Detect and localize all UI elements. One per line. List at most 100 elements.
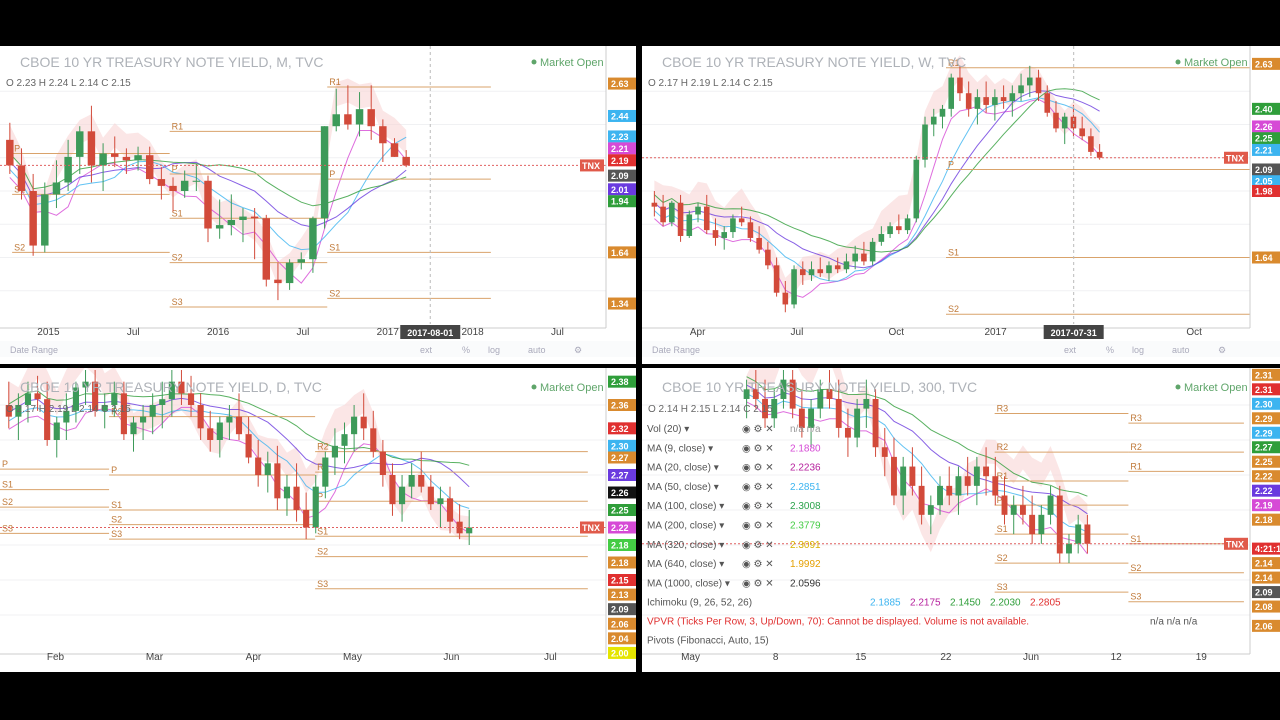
chart-panel-monthly[interactable]: R1R1PPPS1S1S1S2S2S2S32.632.442.232.212.1… <box>0 46 636 364</box>
indicator-label[interactable]: MA (100, close) ▾ <box>647 501 724 512</box>
candle-body <box>437 498 444 505</box>
date-range-button[interactable]: Date Range <box>10 345 58 355</box>
candle-body <box>169 185 177 191</box>
indicator-controls-icon[interactable]: ◉ ⚙ ✕ <box>742 443 774 454</box>
price-tag-label: 2.44 <box>611 111 629 121</box>
candle-body <box>456 521 463 534</box>
candle-body <box>789 379 796 409</box>
candle-body <box>1084 524 1091 544</box>
indicator-controls-icon[interactable]: ◉ ⚙ ✕ <box>742 578 774 589</box>
candle-body <box>1000 97 1007 102</box>
candle-body <box>309 218 317 260</box>
candle-body <box>939 108 946 117</box>
ichimoku-value: 2.2805 <box>1030 598 1061 609</box>
candle-body <box>207 428 214 440</box>
auto-button[interactable]: auto <box>528 345 546 355</box>
candle-body <box>782 292 789 305</box>
indicator-value: 2.2236 <box>790 463 821 474</box>
pivot-label: S2 <box>111 515 122 525</box>
candle-body <box>1038 514 1045 535</box>
percent-button[interactable]: % <box>1106 345 1114 355</box>
indicator-controls-icon[interactable]: ◉ ⚙ ✕ <box>742 540 774 551</box>
indicator-label[interactable]: Vol (20) ▾ <box>647 424 689 435</box>
ichimoku-label[interactable]: Ichimoku (9, 26, 52, 26) <box>647 598 752 609</box>
ohlc-values: O 2.17 H 2.19 L 2.14 C 2.15 <box>6 404 131 415</box>
x-tick-label: Mar <box>146 652 164 663</box>
moving-average-line <box>654 98 1100 298</box>
price-tag <box>1252 571 1280 584</box>
x-tick-label: 22 <box>940 652 952 663</box>
settings-icon[interactable]: ⚙ <box>574 345 582 355</box>
candle-body <box>1010 505 1017 515</box>
log-button[interactable]: log <box>1132 345 1144 355</box>
candle-body <box>992 476 999 496</box>
x-tick-label: Jul <box>551 327 564 338</box>
price-tag-label: 2.63 <box>611 79 629 89</box>
price-tag-label: 2.38 <box>611 377 629 387</box>
indicator-controls-icon[interactable]: ◉ ⚙ ✕ <box>742 501 774 512</box>
price-tag-label: 4:21:10 <box>1255 544 1280 554</box>
candle-body <box>808 408 815 428</box>
candle-body <box>765 249 771 266</box>
price-tag-label: 2.31 <box>1255 385 1273 395</box>
indicator-controls-icon[interactable]: ◉ ⚙ ✕ <box>742 424 774 435</box>
candle-body <box>157 179 166 186</box>
pivot-label: S2 <box>317 547 328 557</box>
pivot-label: S1 <box>329 242 340 252</box>
candle-body <box>965 93 972 109</box>
price-tag-label: 2.09 <box>611 171 629 181</box>
price-tag <box>608 617 636 630</box>
candle-body <box>34 393 41 400</box>
candle-body <box>712 230 719 238</box>
candle-body <box>863 398 870 409</box>
auto-button[interactable]: auto <box>1172 345 1190 355</box>
candle-body <box>973 466 980 486</box>
date-range-button[interactable]: Date Range <box>652 345 700 355</box>
price-tag-label: 2.18 <box>611 541 629 551</box>
price-tag-label: 2.40 <box>1255 104 1273 114</box>
chart-panel-300[interactable]: R3 R2 R1 P S1 S2 S3 R3 R2 R1 S1 S2 S3 2.31 2.31 2.30 2.2… <box>642 368 1280 672</box>
indicator-label[interactable]: MA (1000, close) ▾ <box>647 578 730 589</box>
chart-panel-weekly[interactable]: R1 P S1 S2 2.63 2.40 2.26 2.25 2.21 2.09 2.05 1.98 1… <box>642 46 1280 364</box>
pivot-label: P <box>317 491 323 501</box>
pivots-label[interactable]: Pivots (Fibonacci, Auto, 15) <box>647 636 769 647</box>
indicator-label[interactable]: MA (20, close) ▾ <box>647 463 719 474</box>
indicator-label[interactable]: MA (200, close) ▾ <box>647 521 724 532</box>
x-tick-label: Jul <box>791 327 804 338</box>
chart-panel-daily[interactable]: R2R1PS1S2S3R2PS1S2S3PS1S2S32.382.362.322… <box>0 368 636 672</box>
indicator-controls-icon[interactable]: ◉ ⚙ ✕ <box>742 559 774 570</box>
price-tag <box>608 169 636 182</box>
price-tag <box>608 297 636 310</box>
candle-body <box>904 218 911 231</box>
indicator-label[interactable]: MA (9, close) ▾ <box>647 443 713 454</box>
candle-body <box>297 259 305 263</box>
ichimoku-value: 2.2175 <box>910 598 941 609</box>
candle-body <box>274 463 281 499</box>
price-tag <box>608 109 636 122</box>
candle-body <box>1061 116 1068 129</box>
candle-body <box>669 202 675 223</box>
price-tag <box>1252 102 1280 115</box>
ext-button[interactable]: ext <box>420 345 433 355</box>
vpvr-label[interactable]: VPVR (Ticks Per Row, 3, Up/Down, 70): Ca… <box>647 617 1029 628</box>
price-tag-label: 1.64 <box>611 248 629 258</box>
candle-body <box>756 237 762 250</box>
settings-icon[interactable]: ⚙ <box>1218 345 1226 355</box>
ext-button[interactable]: ext <box>1064 345 1077 355</box>
candle-body <box>82 381 89 388</box>
price-tag <box>608 469 636 481</box>
indicator-controls-icon[interactable]: ◉ ⚙ ✕ <box>742 482 774 493</box>
pivot-label: R1 <box>948 58 960 68</box>
indicator-controls-icon[interactable]: ◉ ⚙ ✕ <box>742 521 774 532</box>
price-tag <box>608 246 636 259</box>
candle-body <box>227 219 236 226</box>
indicator-label[interactable]: MA (640, close) ▾ <box>647 559 724 570</box>
price-tag <box>1252 499 1280 512</box>
price-tag-label: 2.30 <box>611 441 629 451</box>
indicator-label[interactable]: MA (320, close) ▾ <box>647 540 724 551</box>
indicator-controls-icon[interactable]: ◉ ⚙ ✕ <box>742 463 774 474</box>
percent-button[interactable]: % <box>462 345 470 355</box>
log-button[interactable]: log <box>488 345 500 355</box>
indicator-label[interactable]: MA (50, close) ▾ <box>647 482 719 493</box>
price-tag-label: 2.09 <box>1255 588 1273 598</box>
